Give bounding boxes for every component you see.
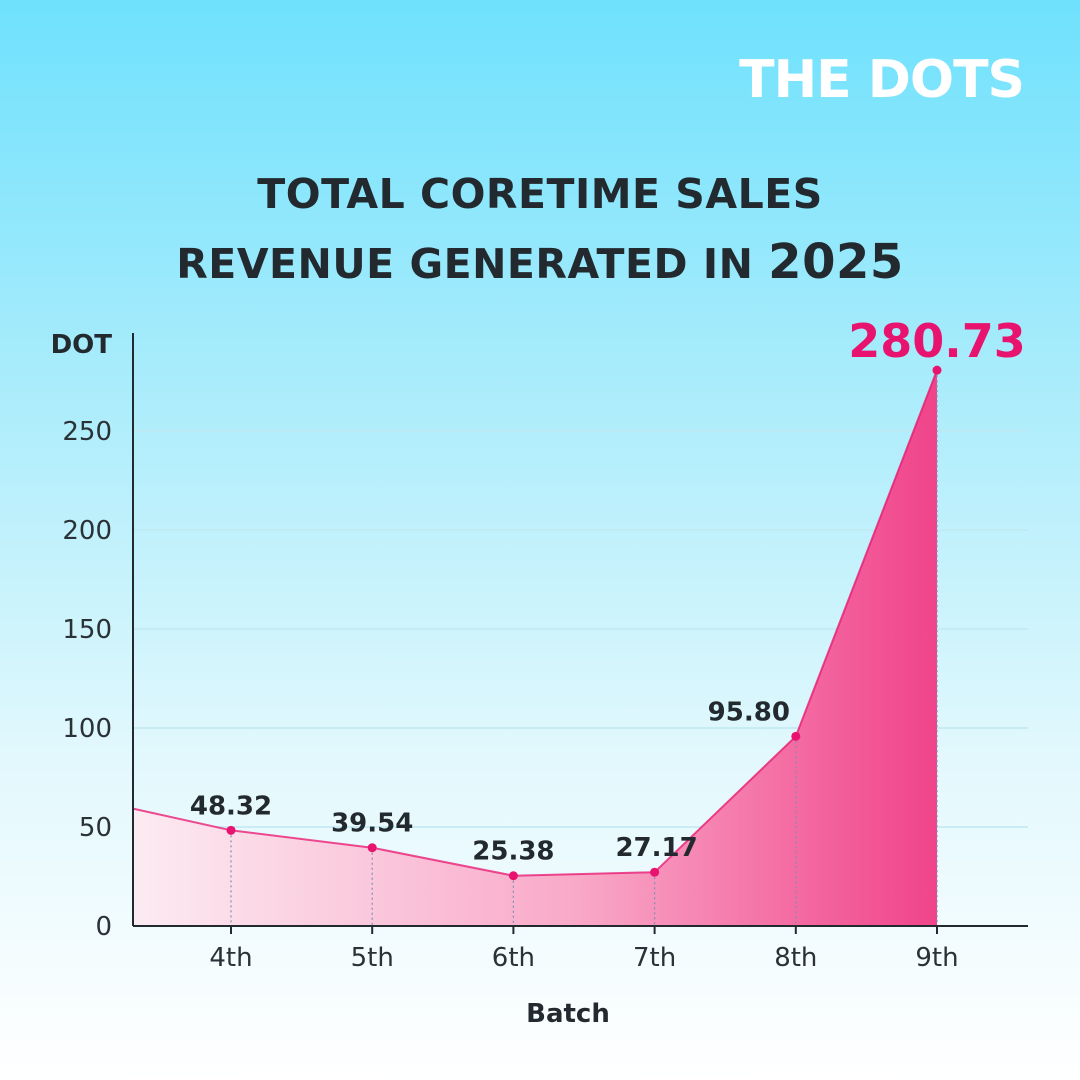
data-point — [791, 731, 801, 741]
data-label: 95.80 — [708, 697, 790, 727]
drop-lines-layer — [230, 370, 938, 926]
x-tick-label: 7th — [633, 943, 676, 973]
y-tick-label: 150 — [62, 615, 112, 645]
axis-layer: 0 50 100 150 200 250 DOT 4th 5th 6th 7th 8th 9th Batc… — [51, 330, 1028, 1029]
y-axis-unit: DOT — [51, 330, 113, 360]
x-axis-label: Batch — [526, 999, 610, 1029]
x-tick-label: 8th — [774, 943, 817, 973]
brand-logo: THE DOTS — [739, 50, 1025, 110]
data-point — [650, 867, 660, 877]
y-tick-label: 250 — [62, 417, 112, 447]
data-label-highlight: 280.73 — [848, 314, 1026, 368]
labels-layer: 48.32 39.54 25.38 27.17 95.80 280.73 — [190, 314, 1026, 867]
chart-title-line2: REVENUE GENERATED IN 2025 — [0, 228, 1080, 298]
data-point — [367, 843, 377, 853]
x-tick-label: 4th — [209, 943, 252, 973]
chart-title-line1: TOTAL CORETIME SALES — [257, 170, 823, 218]
points-layer — [226, 365, 942, 881]
area-fill — [133, 370, 937, 926]
data-label: 39.54 — [331, 809, 413, 839]
data-point — [932, 365, 942, 375]
data-label: 48.32 — [190, 791, 272, 821]
chart-title: TOTAL CORETIME SALES REVENUE GENERATED I… — [0, 160, 1080, 298]
x-tick-label: 6th — [492, 943, 535, 973]
data-label: 27.17 — [615, 833, 697, 863]
y-tick-label: 50 — [79, 813, 112, 843]
y-tick-label: 100 — [62, 714, 112, 744]
data-point — [226, 825, 236, 835]
chart-title-line2-text: REVENUE GENERATED IN — [176, 240, 754, 288]
x-tick-label: 9th — [915, 943, 958, 973]
y-tick-label: 200 — [62, 516, 112, 546]
data-label: 25.38 — [472, 837, 554, 867]
chart-title-year: 2025 — [768, 234, 904, 290]
y-tick-label: 0 — [95, 912, 112, 942]
x-tick-label: 5th — [351, 943, 394, 973]
data-point — [508, 871, 518, 881]
